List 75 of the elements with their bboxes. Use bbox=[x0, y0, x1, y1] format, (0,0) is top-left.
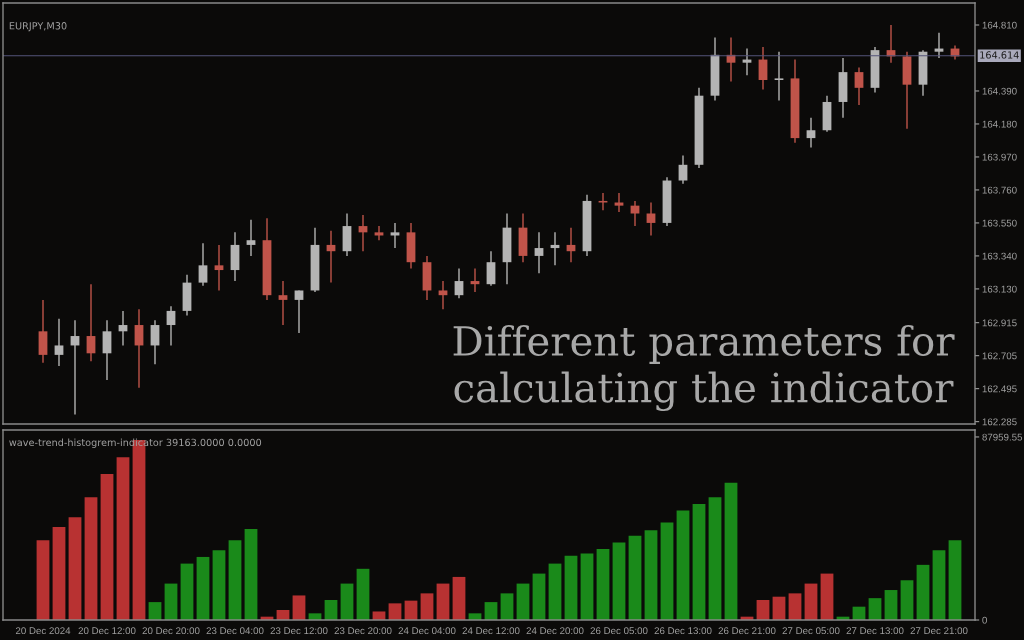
y-tick-label: 163.130 bbox=[982, 285, 1017, 293]
x-tick-label: 27 Dec 21:00 bbox=[910, 627, 968, 635]
x-tick-label: 26 Dec 13:00 bbox=[654, 627, 712, 635]
bar bbox=[564, 555, 578, 620]
bar bbox=[916, 564, 930, 620]
x-tick-label: 20 Dec 2024 bbox=[15, 627, 71, 635]
bar bbox=[180, 563, 194, 620]
x-tick-label: 24 Dec 04:00 bbox=[398, 627, 456, 635]
bar bbox=[52, 526, 66, 620]
bar bbox=[644, 530, 658, 620]
x-tick-label: 23 Dec 12:00 bbox=[270, 627, 328, 635]
x-tick-label: 27 Dec 13:00 bbox=[846, 627, 904, 635]
bar bbox=[692, 503, 706, 620]
y-tick-label: 162.915 bbox=[982, 319, 1017, 327]
y-tick-label: 163.340 bbox=[982, 252, 1017, 260]
bar bbox=[388, 603, 402, 620]
bar bbox=[580, 553, 594, 620]
bar bbox=[612, 542, 626, 620]
x-tick-label: 26 Dec 21:00 bbox=[718, 627, 776, 635]
x-tick-label: 20 Dec 20:00 bbox=[142, 627, 200, 635]
bar bbox=[804, 583, 818, 620]
bar bbox=[116, 457, 130, 620]
bar bbox=[676, 510, 690, 620]
text: EURJPY,M30 bbox=[9, 22, 67, 32]
x-tick-label: 23 Dec 04:00 bbox=[206, 627, 264, 635]
bar bbox=[452, 576, 466, 620]
bar bbox=[68, 517, 82, 620]
bar bbox=[516, 583, 530, 620]
x-tick-label: 24 Dec 12:00 bbox=[462, 627, 520, 635]
y-tick-label: 162.285 bbox=[982, 418, 1017, 426]
y-tick-label: 163.760 bbox=[982, 186, 1017, 194]
y-tick-label: 164.810 bbox=[982, 21, 1017, 29]
y-tick-label: 164.390 bbox=[982, 87, 1017, 95]
x-tick-label: 27 Dec 05:00 bbox=[782, 627, 840, 635]
x-tick-label: 26 Dec 05:00 bbox=[590, 627, 648, 635]
bar bbox=[228, 540, 242, 620]
bar bbox=[340, 583, 354, 620]
y-tick-label: 162.495 bbox=[982, 385, 1017, 393]
bar bbox=[420, 593, 434, 620]
bar bbox=[196, 556, 210, 620]
bar bbox=[500, 593, 514, 620]
bar bbox=[708, 497, 722, 620]
ref-line-label: 164.614 bbox=[980, 51, 1019, 59]
bar bbox=[900, 580, 914, 620]
y-tick-label: 87959.55 bbox=[982, 433, 1023, 441]
y-tick-label: 0 bbox=[982, 616, 987, 624]
bar bbox=[628, 535, 642, 620]
bar bbox=[932, 550, 946, 620]
y-tick-label: 163.970 bbox=[982, 153, 1017, 161]
bar bbox=[884, 590, 898, 620]
bar bbox=[292, 595, 306, 620]
bar bbox=[788, 593, 802, 620]
y-tick-label: 163.550 bbox=[982, 219, 1017, 227]
bar bbox=[356, 568, 370, 620]
bar bbox=[36, 540, 50, 620]
bar bbox=[436, 583, 450, 620]
bar bbox=[596, 549, 610, 620]
bar bbox=[212, 550, 226, 620]
bar bbox=[724, 482, 738, 620]
x-tick-label: 24 Dec 20:00 bbox=[526, 627, 584, 635]
bar bbox=[532, 573, 546, 620]
bar bbox=[660, 522, 674, 620]
annotation: Different parameters for calculating the indicator bbox=[453, 324, 955, 412]
bar bbox=[820, 573, 834, 620]
x-tick-label: 20 Dec 12:00 bbox=[78, 627, 136, 635]
bar bbox=[948, 540, 962, 620]
y-tick-label: 164.180 bbox=[982, 120, 1017, 128]
bar bbox=[548, 563, 562, 620]
x-tick-label: 23 Dec 20:00 bbox=[334, 627, 392, 635]
bar bbox=[100, 473, 114, 620]
bar bbox=[244, 529, 258, 620]
bar bbox=[868, 598, 882, 620]
bar bbox=[164, 583, 178, 620]
bar bbox=[84, 497, 98, 620]
y-tick-label: 162.705 bbox=[982, 352, 1017, 360]
